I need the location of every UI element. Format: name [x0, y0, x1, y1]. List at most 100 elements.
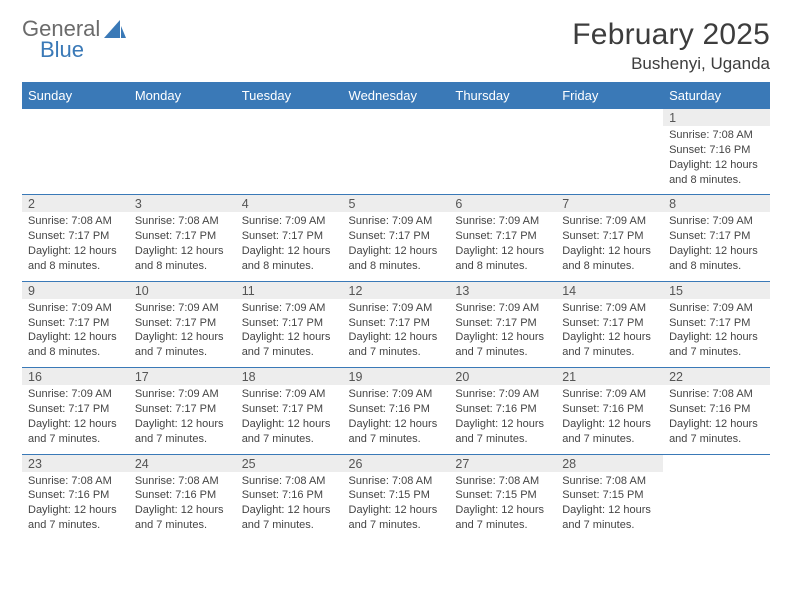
content-row: Sunrise: 7:08 AM Sunset: 7:16 PM Daylight:… [22, 472, 770, 540]
sunrise-line: Sunrise: 7:09 AM [669, 214, 764, 229]
sunrise-line: Sunrise: 7:09 AM [455, 387, 550, 402]
daylight-line: Daylight: 12 hours and 7 minutes. [242, 503, 337, 533]
month-title: February 2025 [572, 18, 770, 52]
sunset-line: Sunset: 7:16 PM [349, 402, 444, 417]
sunrise-line: Sunrise: 7:09 AM [455, 214, 550, 229]
sunrise-line: Sunrise: 7:09 AM [562, 214, 657, 229]
day-content-cell: Sunrise: 7:09 AMSunset: 7:17 PMDaylight:… [22, 385, 129, 454]
daynum-row: 1 [22, 109, 770, 127]
day-number-cell: 15 [663, 281, 770, 299]
daylight-line: Daylight: 12 hours and 7 minutes. [562, 503, 657, 533]
content-row: Sunrise: 7:08 AMSunset: 7:17 PMDaylight:… [22, 212, 770, 281]
sunrise-line: Sunrise: 7:08 AM [242, 474, 337, 489]
calendar-body: 1Sunrise: 7:08 AMSunset: 7:16 PMDaylight… [22, 109, 770, 540]
day-number-cell: 16 [22, 368, 129, 386]
sunrise-line: Sunrise: 7:09 AM [242, 301, 337, 316]
day-content-cell: Sunrise: 7:09 AMSunset: 7:16 PMDaylight:… [449, 385, 556, 454]
daylight-line: Daylight: 12 hours and 7 minutes. [455, 417, 550, 447]
day-number-cell [22, 109, 129, 127]
day-header-row: Sunday Monday Tuesday Wednesday Thursday… [22, 83, 770, 109]
sunrise-line: Sunrise: 7:08 AM [562, 474, 657, 489]
sunset-line: Sunset: 7:16 PM [669, 402, 764, 417]
day-number-cell: 8 [663, 195, 770, 213]
daynum-row: 2345678 [22, 195, 770, 213]
day-content-cell: Sunrise: 7:09 AMSunset: 7:17 PMDaylight:… [236, 299, 343, 368]
day-number-cell: 4 [236, 195, 343, 213]
day-number-cell [556, 109, 663, 127]
daynum-row: 232425262728 [22, 454, 770, 472]
daylight-line: Daylight: 12 hours and 7 minutes. [349, 330, 444, 360]
sunset-line: Sunset: 7:17 PM [135, 402, 230, 417]
day-content-cell [663, 472, 770, 540]
logo: General Blue [22, 18, 126, 61]
sunrise-line: Sunrise: 7:08 AM [135, 214, 230, 229]
day-content-cell [129, 126, 236, 195]
day-content-cell: Sunrise: 7:09 AMSunset: 7:17 PMDaylight:… [236, 212, 343, 281]
day-number-cell: 13 [449, 281, 556, 299]
day-number-cell: 22 [663, 368, 770, 386]
day-number-cell: 19 [343, 368, 450, 386]
daylight-line: Daylight: 12 hours and 7 minutes. [28, 503, 123, 533]
dayhead-wed: Wednesday [343, 83, 450, 109]
sunrise-line: Sunrise: 7:08 AM [349, 474, 444, 489]
day-number-cell: 26 [343, 454, 450, 472]
sunset-line: Sunset: 7:16 PM [562, 402, 657, 417]
day-number-cell: 11 [236, 281, 343, 299]
day-number-cell: 27 [449, 454, 556, 472]
day-number-cell: 9 [22, 281, 129, 299]
day-number-cell: 14 [556, 281, 663, 299]
day-number-cell: 23 [22, 454, 129, 472]
day-content-cell: Sunrise: 7:09 AMSunset: 7:17 PMDaylight:… [129, 299, 236, 368]
day-number-cell: 18 [236, 368, 343, 386]
dayhead-sun: Sunday [22, 83, 129, 109]
day-content-cell: Sunrise: 7:09 AMSunset: 7:17 PMDaylight:… [663, 299, 770, 368]
day-content-cell [343, 126, 450, 195]
sunset-line: Sunset: 7:17 PM [455, 229, 550, 244]
day-content-cell: Sunrise: 7:08 AMSunset: 7:17 PMDaylight:… [22, 212, 129, 281]
sunset-line: Sunset: 7:17 PM [455, 316, 550, 331]
day-number-cell: 10 [129, 281, 236, 299]
daylight-line: Daylight: 12 hours and 7 minutes. [562, 330, 657, 360]
sunset-line: Sunset: 7:17 PM [349, 229, 444, 244]
day-number-cell: 3 [129, 195, 236, 213]
content-row: Sunrise: 7:09 AMSunset: 7:17 PMDaylight:… [22, 299, 770, 368]
day-content-cell: Sunrise: 7:08 AMSunset: 7:15 PMDaylight:… [556, 472, 663, 540]
sunset-line: Sunset: 7:17 PM [562, 229, 657, 244]
sunrise-line: Sunrise: 7:08 AM [28, 474, 123, 489]
sunset-line: Sunset: 7:17 PM [135, 229, 230, 244]
sunset-line: Sunset: 7:16 PM [455, 402, 550, 417]
sunset-line: Sunset: 7:17 PM [669, 229, 764, 244]
sunset-line: Sunset: 7:15 PM [455, 488, 550, 503]
day-content-cell: Sunrise: 7:09 AMSunset: 7:17 PMDaylight:… [343, 212, 450, 281]
daylight-line: Daylight: 12 hours and 7 minutes. [349, 417, 444, 447]
day-content-cell: Sunrise: 7:08 AMSunset: 7:15 PMDaylight:… [449, 472, 556, 540]
day-number-cell: 21 [556, 368, 663, 386]
daylight-line: Daylight: 12 hours and 8 minutes. [669, 244, 764, 274]
daylight-line: Daylight: 12 hours and 7 minutes. [135, 330, 230, 360]
daylight-line: Daylight: 12 hours and 7 minutes. [242, 330, 337, 360]
day-number-cell [236, 109, 343, 127]
sunrise-line: Sunrise: 7:09 AM [242, 214, 337, 229]
day-content-cell: Sunrise: 7:09 AMSunset: 7:17 PMDaylight:… [449, 299, 556, 368]
daylight-line: Daylight: 12 hours and 8 minutes. [242, 244, 337, 274]
day-content-cell: Sunrise: 7:09 AMSunset: 7:16 PMDaylight:… [343, 385, 450, 454]
daynum-row: 16171819202122 [22, 368, 770, 386]
sunset-line: Sunset: 7:17 PM [242, 316, 337, 331]
day-content-cell: Sunrise: 7:09 AMSunset: 7:17 PMDaylight:… [556, 299, 663, 368]
day-number-cell [663, 454, 770, 472]
title-block: February 2025 Bushenyi, Uganda [572, 18, 770, 74]
daylight-line: Daylight: 12 hours and 8 minutes. [28, 244, 123, 274]
day-content-cell [236, 126, 343, 195]
day-content-cell [556, 126, 663, 195]
content-row: Sunrise: 7:08 AMSunset: 7:16 PMDaylight:… [22, 126, 770, 195]
sunset-line: Sunset: 7:17 PM [28, 316, 123, 331]
day-content-cell: Sunrise: 7:09 AMSunset: 7:17 PMDaylight:… [22, 299, 129, 368]
daylight-line: Daylight: 12 hours and 7 minutes. [669, 330, 764, 360]
daylight-line: Daylight: 12 hours and 7 minutes. [28, 417, 123, 447]
daynum-row: 9101112131415 [22, 281, 770, 299]
sunset-line: Sunset: 7:17 PM [28, 229, 123, 244]
sunrise-line: Sunrise: 7:09 AM [135, 387, 230, 402]
sunrise-line: Sunrise: 7:09 AM [349, 214, 444, 229]
sunset-line: Sunset: 7:16 PM [135, 488, 230, 503]
sunset-line: Sunset: 7:17 PM [349, 316, 444, 331]
